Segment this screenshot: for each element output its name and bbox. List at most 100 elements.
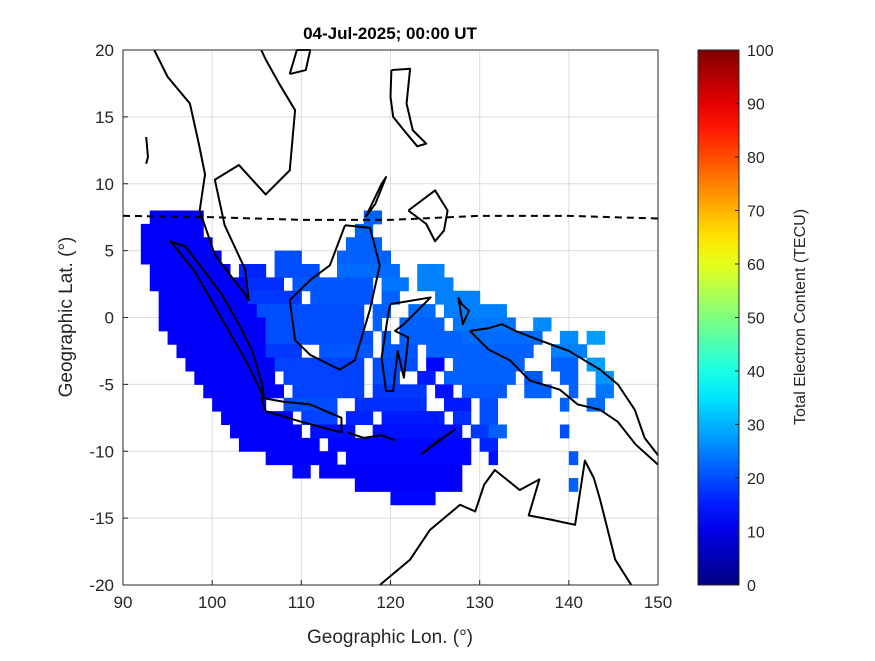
x-tick-label: 130 <box>465 593 493 612</box>
tec-cell <box>247 290 302 305</box>
tec-cell <box>292 384 365 399</box>
tec-cell <box>203 384 284 399</box>
y-tick-label: -5 <box>99 375 114 394</box>
tec-cell <box>417 277 454 292</box>
tec-cell <box>551 357 579 372</box>
coastlines <box>145 49 659 586</box>
tec-cell <box>381 277 409 292</box>
x-tick-label: 100 <box>198 593 226 612</box>
tec-cell <box>595 371 614 385</box>
tec-cell <box>533 317 552 332</box>
tec-cell <box>568 478 579 492</box>
dip-equator <box>122 214 659 221</box>
colorbar-tick-label: 50 <box>747 311 765 328</box>
tec-cell <box>176 344 267 359</box>
tec-cell <box>452 357 525 372</box>
tec-cell <box>595 384 614 399</box>
colorbar-label: Total Electron Content (TECU) <box>792 209 809 425</box>
tec-cell <box>381 290 400 305</box>
tec-cell <box>256 304 365 318</box>
tec-cell <box>221 411 293 425</box>
tec-cell <box>230 424 302 439</box>
y-tick-label: 10 <box>95 175 114 194</box>
x-tick-label: 90 <box>114 593 133 612</box>
tec-cell <box>149 277 249 292</box>
x-tick-label: 150 <box>644 593 672 612</box>
tec-cell <box>559 330 579 345</box>
tec-cell <box>381 411 445 425</box>
tec-cell <box>194 371 276 385</box>
tec-cell <box>292 277 374 292</box>
tec-cell <box>444 304 507 318</box>
coastline <box>347 431 396 442</box>
tec-cell <box>452 411 472 425</box>
tec-cell <box>265 451 338 466</box>
tec-cell <box>319 344 374 359</box>
coastline <box>457 296 470 326</box>
tec-cell <box>301 411 338 425</box>
tec-cell <box>372 371 400 385</box>
tec-cells <box>140 210 614 506</box>
tec-cell <box>283 371 365 385</box>
coastline <box>169 240 265 399</box>
tec-cell <box>470 424 490 439</box>
tec-cell <box>399 330 463 345</box>
y-tick-label: -10 <box>89 442 114 461</box>
y-tick-label: 5 <box>105 242 114 261</box>
tec-cell <box>158 304 258 318</box>
coastline <box>407 189 449 243</box>
tec-cell <box>140 223 204 238</box>
tec-cell <box>328 437 472 452</box>
tec-cell <box>238 437 320 452</box>
colorbar-tick-label: 80 <box>747 150 765 167</box>
colorbar-tick-label: 40 <box>747 364 765 381</box>
tec-cell <box>417 371 436 385</box>
tec-cell <box>381 344 418 359</box>
coastline <box>379 459 633 586</box>
y-tick-labels: -20 -15 -10 -5 0 5 10 15 20 <box>89 41 128 595</box>
colorbar-tick-label: 20 <box>747 471 765 488</box>
tec-cell <box>524 371 543 385</box>
tec-cell <box>559 371 579 385</box>
y-tick-label: 0 <box>105 309 114 328</box>
tec-cell <box>559 397 570 412</box>
tec-cell <box>345 411 374 425</box>
tec-cell <box>479 411 498 425</box>
tec-cell <box>417 264 445 278</box>
tec-cell <box>390 491 436 506</box>
tec-cell <box>345 451 472 466</box>
x-tick-label: 140 <box>555 593 583 612</box>
tec-cell <box>167 330 267 345</box>
tec-cell <box>488 424 507 439</box>
dip-equator-line <box>122 214 659 221</box>
y-tick-label: 15 <box>95 108 114 127</box>
tec-cell <box>568 451 579 466</box>
tec-cell <box>354 478 463 492</box>
tec-cell <box>444 397 472 412</box>
tec-cell <box>212 397 267 412</box>
tec-cell <box>461 384 507 399</box>
coastline <box>288 224 381 371</box>
x-tick-label: 110 <box>288 593 315 612</box>
coastline <box>364 176 388 218</box>
tec-cell <box>337 250 391 265</box>
tec-cell <box>140 250 222 265</box>
tec-cell <box>479 437 498 452</box>
tec-cell <box>247 277 284 292</box>
tec-cell <box>274 264 320 278</box>
tec-cell <box>524 384 552 399</box>
tec-cell <box>265 317 365 332</box>
coastline <box>380 296 432 393</box>
colorbar <box>698 50 739 585</box>
tec-cell <box>345 237 383 252</box>
tec-cell <box>381 330 391 345</box>
tec-cell <box>265 330 374 345</box>
coastline <box>260 396 343 434</box>
colorbar-tick-label: 30 <box>747 418 765 435</box>
colorbar-tick-label: 0 <box>747 578 756 595</box>
tec-cell <box>435 384 454 399</box>
tec-cell <box>158 317 267 332</box>
tec-cell <box>292 464 311 479</box>
x-axis-label: Geographic Lon. (°) <box>307 627 473 648</box>
colorbar-tick-label: 100 <box>747 43 774 60</box>
